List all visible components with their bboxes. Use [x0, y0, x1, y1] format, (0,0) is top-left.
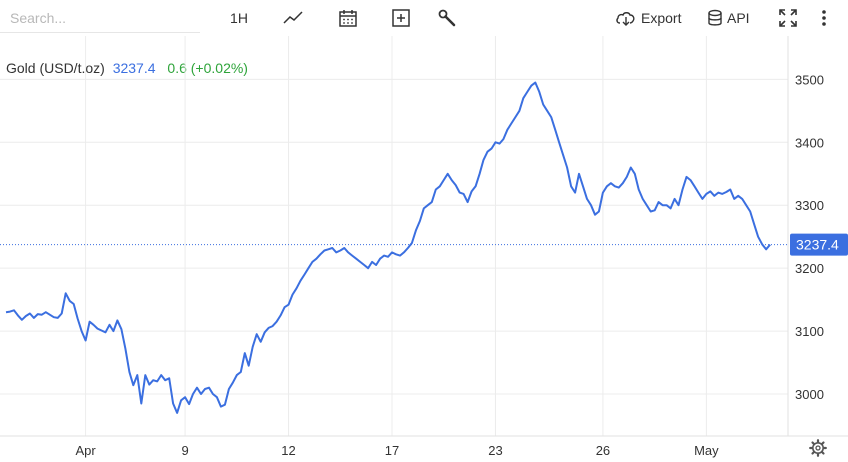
price-tag-background — [790, 233, 848, 256]
add-indicator-icon — [392, 9, 410, 27]
chart-type-button[interactable] — [280, 6, 306, 30]
price-tag-label: 3237.4 — [796, 237, 839, 253]
y-tick-label: 3000 — [795, 387, 824, 402]
y-tick-label: 3100 — [795, 324, 824, 339]
toolbar: 1H Exp — [0, 0, 848, 36]
api-button[interactable]: API — [707, 6, 755, 30]
fullscreen-icon — [779, 9, 797, 27]
x-tick-label: 23 — [488, 443, 502, 458]
more-options-button[interactable] — [814, 6, 834, 30]
instrument-header: Gold (USD/t.oz) 3237.4 0.6 (+0.02%) — [6, 60, 248, 76]
y-tick-label: 3500 — [795, 72, 824, 87]
tools-button[interactable] — [434, 6, 460, 30]
y-axis: 3000 3100 3200 3300 3400 3500 — [795, 72, 824, 402]
instrument-name: Gold (USD/t.oz) — [6, 60, 105, 76]
search-box[interactable] — [0, 4, 202, 33]
export-label: Export — [641, 10, 682, 26]
y-tick-label: 3400 — [795, 135, 824, 150]
database-icon — [708, 9, 722, 26]
y-tick-label: 3200 — [795, 261, 824, 276]
cloud-download-icon — [616, 12, 635, 26]
x-tick-label: 17 — [385, 443, 399, 458]
interval-label: 1H — [230, 10, 248, 26]
export-button[interactable]: Export — [615, 6, 690, 30]
calendar-icon — [339, 10, 357, 27]
fullscreen-button[interactable] — [776, 6, 800, 30]
x-tick-label: 26 — [596, 443, 610, 458]
grid-lines — [0, 36, 788, 436]
add-indicator-button[interactable] — [388, 6, 414, 30]
x-tick-label: Apr — [75, 443, 96, 458]
wrench-icon — [438, 9, 456, 27]
search-input[interactable] — [0, 4, 202, 32]
x-axis: Apr 9 12 17 23 26 May — [75, 443, 719, 458]
instrument-price: 3237.4 — [112, 60, 156, 76]
date-range-button[interactable] — [335, 6, 361, 30]
x-tick-label: May — [694, 443, 719, 458]
last-price-tag: 3237.4 — [790, 233, 848, 256]
settings-gear-icon — [809, 439, 827, 457]
x-tick-label: 12 — [281, 443, 295, 458]
instrument-change: 0.6 (+0.02%) — [167, 60, 248, 76]
price-chart[interactable]: 3000 3100 3200 3300 3400 3500 Apr 9 12 17 23 26 May… — [0, 36, 848, 462]
interval-button[interactable]: 1H — [226, 6, 252, 30]
settings-button[interactable] — [809, 439, 827, 457]
api-label: API — [727, 10, 750, 26]
price-series-line — [5, 81, 771, 414]
y-tick-label: 3300 — [795, 198, 824, 213]
x-tick-label: 9 — [181, 443, 188, 458]
line-chart-icon — [283, 11, 303, 24]
more-vertical-icon — [822, 10, 826, 26]
